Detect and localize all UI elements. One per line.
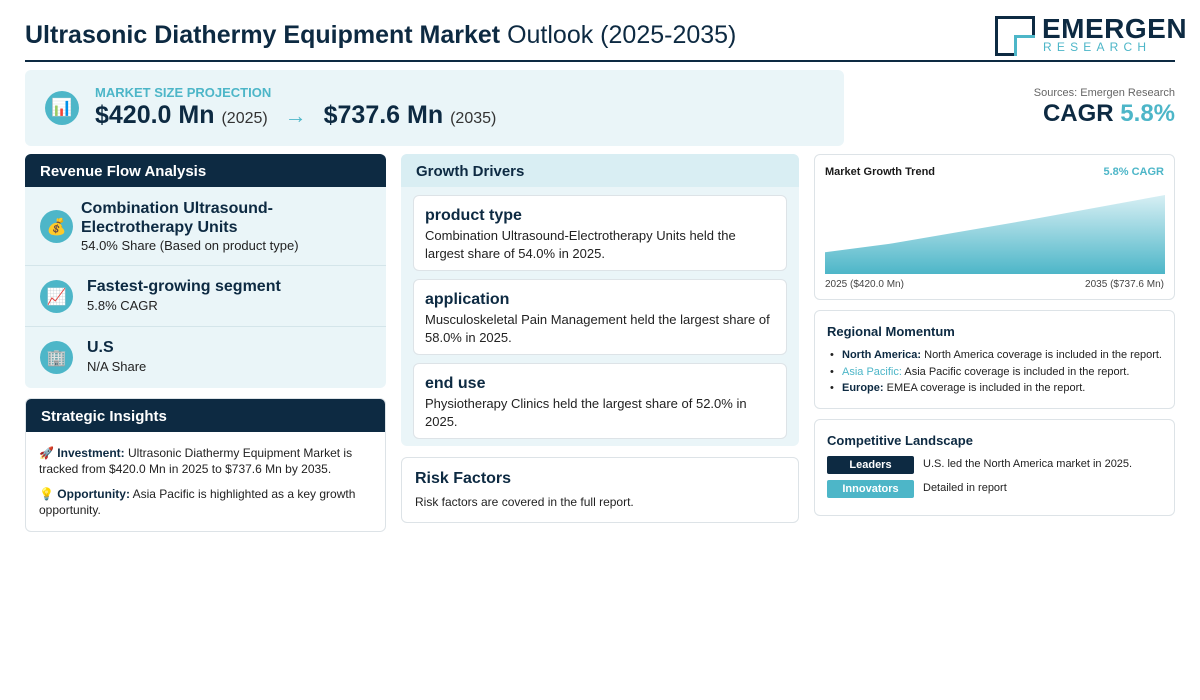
- insight-text: Ultrasonic Diathermy Equipment Market is…: [39, 446, 353, 476]
- revenue-row-title: Combination Ultrasound-Electrotherapy Un…: [81, 200, 273, 236]
- risk-factors-card: Risk Factors Risk factors are covered in…: [401, 457, 799, 523]
- driver-card: application Musculoskeletal Pain Managem…: [413, 279, 787, 355]
- revenue-flow-card: Revenue Flow Analysis 💰 Combination Ultr…: [25, 154, 386, 388]
- logo-mark-icon: [995, 16, 1035, 56]
- revenue-row: 🏢 U.S N/A Share: [25, 327, 386, 388]
- driver-text: Combination Ultrasound-Electrotherapy Un…: [425, 228, 736, 261]
- list-item: Europe: EMEA coverage is included in the…: [827, 380, 1167, 397]
- revenue-row-title: Fastest-growing segment: [87, 278, 281, 295]
- regional-list: North America: North America coverage is…: [827, 347, 1167, 397]
- trend-end-label: 2035 ($737.6 Mn): [1085, 279, 1164, 290]
- region-name: North America:: [842, 349, 922, 361]
- leaders-badge: Leaders: [827, 456, 914, 474]
- revenue-flow-title: Revenue Flow Analysis: [25, 154, 386, 187]
- insight-label: Investment:: [57, 446, 125, 460]
- growth-drivers-title: Growth Drivers: [401, 154, 799, 187]
- competitive-row: Innovators Detailed in report: [827, 480, 1167, 498]
- cagr-headline: CAGR 5.8%: [1034, 100, 1175, 128]
- projection-end-value: $737.6 Mn: [323, 101, 444, 129]
- market-size-projection: 📊 MARKET SIZE PROJECTION $420.0 Mn (2025…: [25, 70, 844, 146]
- driver-card: product type Combination Ultrasound-Elec…: [413, 195, 787, 271]
- cagr-label: CAGR: [1042, 100, 1114, 127]
- regional-momentum-title: Regional Momentum: [827, 324, 955, 339]
- page-title: Ultrasonic Diathermy Equipment Market Ou…: [25, 21, 736, 50]
- competitive-landscape-title: Competitive Landscape: [827, 433, 973, 448]
- header: Ultrasonic Diathermy Equipment Market Ou…: [25, 12, 1187, 62]
- lightbulb-icon: 💡: [39, 487, 54, 501]
- regional-momentum-card: Regional Momentum North America: North A…: [814, 310, 1175, 409]
- trend-area-chart: [825, 195, 1165, 274]
- region-text: North America coverage is included in th…: [924, 349, 1162, 361]
- insight-label: Opportunity:: [57, 487, 130, 501]
- trend-cagr-badge: 5.8% CAGR: [1103, 166, 1164, 178]
- revenue-row: 📈 Fastest-growing segment 5.8% CAGR: [25, 266, 386, 327]
- driver-title: end use: [425, 375, 486, 392]
- building-icon: 🏢: [40, 341, 73, 374]
- projection-values: $420.0 Mn (2025) → $737.6 Mn (2035): [95, 101, 496, 130]
- driver-card: end use Physiotherapy Clinics held the l…: [413, 363, 787, 439]
- region-text: EMEA coverage is included in the report.: [886, 382, 1086, 394]
- driver-title: application: [425, 291, 510, 308]
- region-name: Asia Pacific:: [842, 365, 902, 378]
- logo-subword: RESEARCH: [1043, 40, 1152, 54]
- insight-investment: 🚀 Investment: Ultrasonic Diathermy Equip…: [39, 445, 374, 477]
- trend-title: Market Growth Trend: [825, 166, 936, 178]
- region-name: Europe:: [842, 382, 884, 394]
- projection-label: MARKET SIZE PROJECTION: [95, 85, 272, 100]
- emergen-logo: EMERGEN RESEARCH: [995, 14, 1187, 56]
- competitive-landscape-card: Competitive Landscape Leaders U.S. led t…: [814, 419, 1175, 516]
- money-bag-icon: 💰: [40, 210, 73, 243]
- revenue-row: 💰 Combination Ultrasound-Electrotherapy …: [25, 187, 386, 266]
- list-item: North America: North America coverage is…: [827, 347, 1167, 364]
- cagr-summary: Sources: Emergen Research CAGR 5.8%: [1034, 87, 1175, 128]
- bar-chart-icon: 📊: [45, 91, 79, 125]
- insight-text: Asia Pacific is highlighted as a key gro…: [39, 487, 356, 517]
- trending-up-icon: 📈: [40, 280, 73, 313]
- page-title-bold: Ultrasonic Diathermy Equipment Market: [25, 21, 501, 49]
- list-item: Asia Pacific: Asia Pacific coverage is i…: [827, 364, 1167, 381]
- logo-word: EMERGEN: [1042, 13, 1188, 44]
- trend-area-series: [825, 195, 1165, 274]
- cagr-value: 5.8%: [1120, 100, 1175, 127]
- revenue-row-subtitle: N/A Share: [87, 359, 147, 374]
- competitive-row: Leaders U.S. led the North America marke…: [827, 456, 1167, 474]
- competitive-text: Detailed in report: [923, 482, 1007, 494]
- competitive-text: U.S. led the North America market in 202…: [923, 458, 1133, 470]
- growth-drivers-card: Growth Drivers product type Combination …: [401, 154, 799, 446]
- driver-text: Physiotherapy Clinics held the largest s…: [425, 396, 747, 429]
- strategic-insights-card: Strategic Insights 🚀 Investment: Ultraso…: [25, 398, 386, 532]
- region-text: Asia Pacific coverage is included in the…: [904, 365, 1130, 378]
- arrow-right-icon: →: [284, 103, 307, 128]
- revenue-row-subtitle: 5.8% CAGR: [87, 298, 158, 313]
- trend-start-label: 2025 ($420.0 Mn): [825, 279, 904, 290]
- projection-start-year: (2025): [221, 110, 268, 127]
- driver-title: product type: [425, 207, 522, 224]
- rocket-icon: 🚀: [39, 446, 54, 460]
- revenue-row-subtitle: 54.0% Share (Based on product type): [81, 238, 299, 253]
- insight-opportunity: 💡 Opportunity: Asia Pacific is highlight…: [39, 486, 374, 518]
- revenue-row-title: U.S: [87, 339, 114, 356]
- risk-factors-text: Risk factors are covered in the full rep…: [415, 495, 634, 509]
- driver-text: Musculoskeletal Pain Management held the…: [425, 312, 770, 345]
- projection-start-value: $420.0 Mn: [95, 101, 215, 129]
- innovators-badge: Innovators: [827, 480, 914, 498]
- risk-factors-title: Risk Factors: [415, 470, 512, 487]
- strategic-insights-title: Strategic Insights: [26, 399, 385, 432]
- page-title-rest: Outlook (2025-2035): [507, 21, 737, 49]
- market-growth-trend-card: Market Growth Trend 5.8% CAGR 2025 ($420…: [814, 154, 1175, 300]
- sources-text: Sources: Emergen Research: [1033, 87, 1175, 99]
- projection-end-year: (2035): [450, 110, 497, 127]
